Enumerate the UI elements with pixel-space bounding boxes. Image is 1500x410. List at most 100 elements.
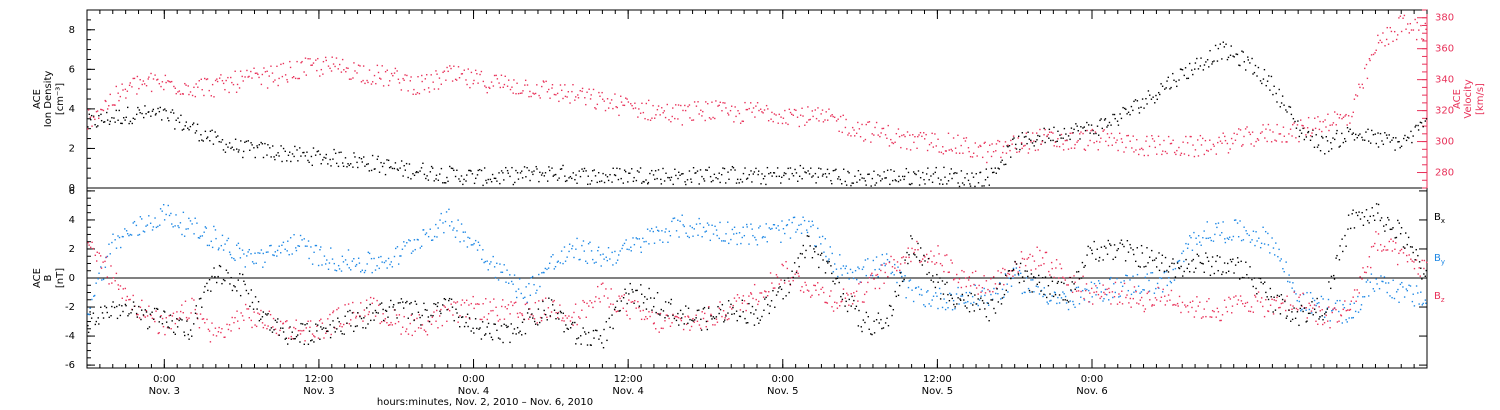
bottom-black-point <box>188 338 190 340</box>
top-red-point <box>1037 149 1039 151</box>
bottom-red-point <box>226 323 228 326</box>
bottom-blue-point <box>897 266 899 268</box>
top-red-point <box>437 88 440 90</box>
bottom-red-point <box>1423 259 1426 262</box>
bottom-red-point <box>1413 261 1415 263</box>
top-red-point <box>1307 116 1310 119</box>
top-black-point <box>493 177 496 179</box>
bottom-black-point <box>644 296 646 298</box>
top-black-point <box>415 171 417 174</box>
bottom-red-point <box>874 287 877 290</box>
top-red-point <box>367 81 369 84</box>
bottom-red-point <box>1189 301 1192 304</box>
top-red-point <box>733 121 735 123</box>
top-black-point <box>334 152 337 155</box>
bottom-black-point <box>692 320 694 322</box>
top-black-point <box>148 111 150 113</box>
bottom-black-point <box>990 299 992 301</box>
bottom-black-point <box>1192 258 1195 261</box>
bottom-blue-point <box>350 269 352 271</box>
bottom-blue-point <box>1049 300 1051 302</box>
bottom-red-point <box>759 292 761 294</box>
bottom-red-point <box>446 320 448 323</box>
top-red-point <box>1212 143 1215 146</box>
bottom-red-point <box>325 332 327 334</box>
top-red-point <box>484 85 486 87</box>
bottom-blue-point <box>1406 289 1409 292</box>
bottom-black-point <box>1081 261 1084 264</box>
bottom-blue-point <box>748 243 750 245</box>
bottom-black-point <box>1073 283 1075 285</box>
top-red-point <box>480 70 483 73</box>
top-black-point <box>821 175 824 177</box>
bottom-black-point <box>104 305 106 307</box>
bottom-black-point <box>827 262 829 264</box>
bottom-black-point <box>1213 272 1216 275</box>
bottom-red-point <box>645 316 647 318</box>
top-red-point <box>809 118 811 121</box>
top-black-point <box>1302 127 1304 130</box>
top-black-point <box>650 169 653 172</box>
top-red-point <box>725 107 727 109</box>
bottom-black-point <box>1188 263 1190 265</box>
top-red-point <box>1361 83 1363 86</box>
top-black-point <box>575 174 577 176</box>
bottom-blue-point <box>1395 291 1398 293</box>
bottom-blue-point <box>928 303 930 305</box>
top-red-point <box>493 74 496 77</box>
bottom-blue-point <box>406 242 408 244</box>
top-black-point <box>182 128 185 130</box>
bottom-black-point <box>366 307 368 309</box>
top-black-point <box>244 141 246 143</box>
bottom-red-point <box>776 276 779 278</box>
bottom-red-point <box>461 299 464 301</box>
top-red-point <box>1127 134 1130 137</box>
bottom-black-point <box>841 298 844 301</box>
top-black-point <box>1247 59 1249 61</box>
bottom-black-point <box>1140 244 1143 247</box>
bottom-red-point <box>1271 298 1273 301</box>
bottom-black-point <box>394 309 396 311</box>
bottom-black-point <box>329 324 331 326</box>
bottom-blue-point <box>444 220 447 223</box>
bottom-blue-point <box>151 229 154 231</box>
top-black-point <box>496 180 498 182</box>
bottom-red-point <box>185 316 188 319</box>
bottom-red-point <box>1390 238 1392 240</box>
top-black-point <box>1278 88 1280 91</box>
bottom-black-point <box>485 333 487 335</box>
bottom-red-point <box>1136 302 1138 304</box>
bottom-red-point <box>1235 295 1237 297</box>
top-red-point <box>853 129 855 131</box>
top-red-point <box>1365 63 1368 66</box>
bottom-blue-point <box>885 253 888 255</box>
top-black-point <box>1187 77 1190 80</box>
top-red-point <box>152 78 155 80</box>
bottom-black-point <box>873 332 876 334</box>
bottom-blue-point <box>408 239 410 241</box>
top-black-point <box>1052 139 1054 142</box>
bottom-red-point <box>202 318 205 320</box>
bottom-black-point <box>815 246 817 248</box>
bottom-black-point <box>463 325 466 328</box>
bottom-red-point <box>465 299 468 301</box>
bottom-red-point <box>1328 306 1330 308</box>
top-black-point <box>118 109 120 112</box>
bottom-blue-point <box>304 245 307 247</box>
bottom-blue-point <box>435 223 437 226</box>
bottom-black-point <box>997 301 1000 303</box>
top-red-point <box>113 104 115 106</box>
bottom-black-point <box>321 328 323 330</box>
bottom-blue-point <box>835 268 838 270</box>
bottom-blue-point <box>1155 287 1157 290</box>
bottom-black-point <box>555 318 557 320</box>
top-black-point <box>931 181 934 184</box>
bottom-blue-point <box>1014 274 1016 276</box>
top-red-point <box>854 135 856 137</box>
bottom-blue-point <box>583 250 585 252</box>
bottom-red-point <box>135 313 138 316</box>
bottom-blue-point <box>98 272 100 274</box>
bottom-red-point <box>1073 275 1075 277</box>
bottom-black-point <box>282 327 284 329</box>
bottom-black-point <box>646 298 648 300</box>
